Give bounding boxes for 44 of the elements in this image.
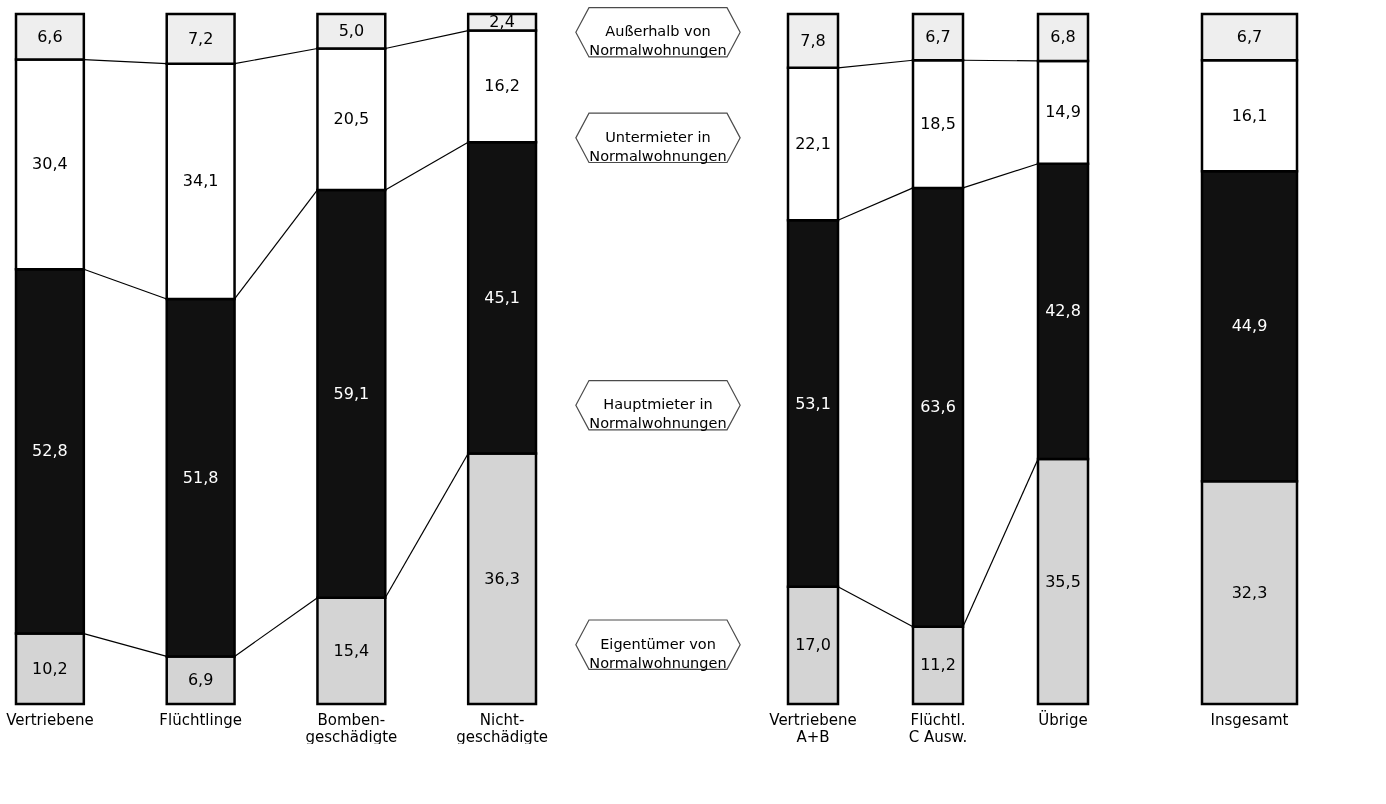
data-label: 59,1 <box>333 383 370 403</box>
data-label: 44,9 <box>1231 316 1268 336</box>
data-label: 16,1 <box>1231 105 1268 125</box>
data-label: 15,4 <box>333 640 370 660</box>
x-tick-label: Insgesamt <box>1210 710 1289 729</box>
data-label: 6,8 <box>1050 27 1076 47</box>
x-tick-label: Übrige <box>1038 709 1088 729</box>
data-label: 6,6 <box>37 26 63 46</box>
data-label: 52,8 <box>32 441 68 461</box>
data-label: 36,3 <box>484 568 520 588</box>
x-tick-label: Flüchtlinge <box>159 710 242 729</box>
data-label: 22,1 <box>795 134 831 154</box>
data-label: 6,9 <box>187 670 214 690</box>
data-label: 63,6 <box>920 397 956 417</box>
data-label: 10,2 <box>32 658 68 678</box>
data-label: 17,0 <box>795 635 831 655</box>
x-tick-label: Bomben- geschädigte <box>305 710 398 746</box>
data-label: 20,5 <box>333 109 370 129</box>
text: Untermieter in Normalwohnungen <box>589 128 727 164</box>
data-label: 51,8 <box>182 467 219 487</box>
x-tick-label: Vertriebene A+B <box>769 710 857 746</box>
data-label: 6,7 <box>1236 27 1263 47</box>
data-label: 11,2 <box>920 655 956 675</box>
data-label: 18,5 <box>920 114 956 134</box>
data-label: 45,1 <box>484 287 520 307</box>
data-label: 7,2 <box>187 28 214 48</box>
data-label: 16,2 <box>484 76 520 96</box>
x-tick-label: Vertriebene <box>6 710 94 729</box>
x-tick-label: Flüchtl. C Ausw. <box>908 710 968 746</box>
data-label: 35,5 <box>1045 571 1081 591</box>
data-label: 53,1 <box>795 393 831 413</box>
data-label: 42,8 <box>1045 301 1081 321</box>
data-label: 14,9 <box>1045 102 1081 122</box>
data-label: 32,3 <box>1231 582 1268 602</box>
x-tick-label: Nicht- geschädigte <box>456 710 549 746</box>
text: Hauptmieter in Normalwohnungen <box>589 396 727 432</box>
text: Außerhalb von Normalwohnungen <box>589 23 727 59</box>
text: Eigentümer von Normalwohnungen <box>589 635 727 671</box>
data-label: 7,8 <box>800 30 826 50</box>
data-label: 2,4 <box>489 12 515 32</box>
data-label: 5,0 <box>338 21 365 41</box>
data-label: 30,4 <box>32 154 68 174</box>
data-label: 6,7 <box>925 27 951 47</box>
data-label: 34,1 <box>182 171 219 191</box>
